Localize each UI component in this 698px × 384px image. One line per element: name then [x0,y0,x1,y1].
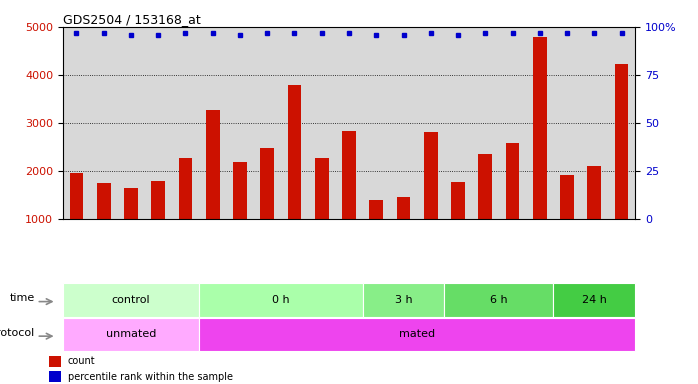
Text: GSM112967: GSM112967 [481,221,490,271]
Bar [315,158,329,267]
Text: GDS2504 / 153168_at: GDS2504 / 153168_at [63,13,200,26]
Text: time: time [9,293,35,303]
Text: GSM112946: GSM112946 [208,221,217,271]
Bar [288,86,302,267]
Text: GSM112972: GSM112972 [590,221,599,271]
Bar [63,283,199,317]
Text: GSM112963: GSM112963 [399,221,408,271]
Bar [445,283,554,317]
Text: GSM112945: GSM112945 [181,221,190,271]
Text: control: control [112,295,150,305]
Text: GSM112952: GSM112952 [345,221,353,271]
Bar [70,173,83,267]
Text: 3 h: 3 h [394,295,413,305]
Text: 24 h: 24 h [582,295,607,305]
Text: count: count [68,356,96,366]
Bar [206,111,220,267]
Bar [199,318,635,351]
Bar [124,188,138,267]
Bar [151,182,165,267]
Bar [260,148,274,267]
Bar [342,131,356,267]
Text: GSM113345: GSM113345 [617,221,626,271]
Bar [179,158,192,267]
Text: GSM112947: GSM112947 [235,221,244,271]
Bar [451,182,465,267]
Text: GSM112931: GSM112931 [72,221,81,271]
Bar [588,166,601,267]
Text: 6 h: 6 h [490,295,507,305]
Bar [97,183,110,267]
Text: GSM112962: GSM112962 [372,221,380,271]
Text: percentile rank within the sample: percentile rank within the sample [68,372,232,382]
Bar [478,154,492,267]
Text: unmated: unmated [106,329,156,339]
Text: GSM112965: GSM112965 [454,221,463,271]
Bar [199,283,363,317]
Text: 0 h: 0 h [272,295,290,305]
Text: protocol: protocol [0,328,35,338]
Text: GSM112942: GSM112942 [126,221,135,271]
Bar [363,283,445,317]
Text: GSM112970: GSM112970 [535,221,544,271]
Bar [49,371,61,382]
Text: GSM112968: GSM112968 [508,221,517,271]
Text: GSM112964: GSM112964 [426,221,436,271]
Bar [560,175,574,267]
Text: GSM112950: GSM112950 [318,221,326,271]
Bar [63,318,199,351]
Bar [369,200,383,267]
Bar [49,356,61,367]
Text: GSM112971: GSM112971 [563,221,572,271]
Text: GSM112935: GSM112935 [99,221,108,271]
Text: mated: mated [399,329,435,339]
Bar [506,142,519,267]
Text: GSM112943: GSM112943 [154,221,163,271]
Bar [533,38,547,267]
Bar [396,197,410,267]
Text: GSM112948: GSM112948 [262,221,272,271]
Bar [233,162,247,267]
Bar [554,283,635,317]
Bar [615,64,628,267]
Text: GSM112949: GSM112949 [290,221,299,271]
Bar [424,131,438,267]
